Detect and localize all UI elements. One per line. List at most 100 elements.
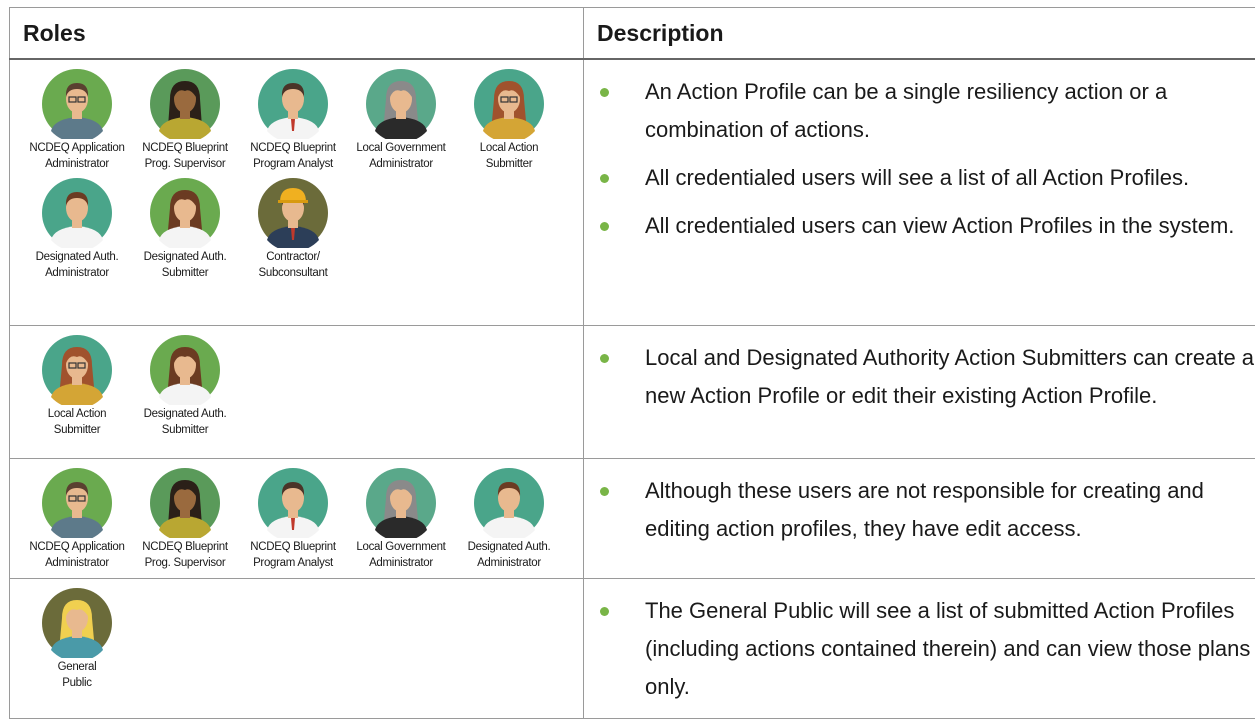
role-label: Contractor/Subconsultant: [259, 249, 328, 281]
description-cell: The General Public will see a list of su…: [584, 578, 1255, 718]
role-label-line: Submitter: [48, 422, 106, 438]
role-label-line: Administrator: [356, 156, 445, 172]
role-label-line: NCDEQ Blueprint: [142, 140, 228, 156]
role-label-line: Program Analyst: [250, 156, 336, 172]
avatar: [474, 69, 544, 139]
avatar: [258, 178, 328, 248]
role-label-line: Local Government: [356, 140, 445, 156]
avatar: [258, 468, 328, 538]
role-label-line: Local Action: [480, 140, 538, 156]
description-cell: Although these users are not responsible…: [584, 458, 1255, 578]
avatar: [150, 335, 220, 405]
role-label-line: Designated Auth.: [144, 249, 227, 265]
bullet-list: Local and Designated Authority Action Su…: [584, 326, 1255, 415]
header-cell: Description: [584, 8, 1255, 60]
role-label-line: NCDEQ Blueprint: [250, 539, 336, 555]
bullet: The General Public will see a list of su…: [584, 592, 1255, 706]
role-label: Designated Auth.Submitter: [144, 406, 227, 438]
avatar: [150, 178, 220, 248]
role-label: Designated Auth.Submitter: [144, 249, 227, 281]
role-label-line: Subconsultant: [259, 265, 328, 281]
avatar: [474, 468, 544, 538]
role-label-line: Program Analyst: [250, 555, 336, 571]
role: Designated Auth.Submitter: [131, 178, 239, 281]
role-label-line: General: [58, 659, 97, 675]
avatar: [150, 69, 220, 139]
description-cell: Local and Designated Authority Action Su…: [584, 325, 1255, 458]
role-label-line: Public: [58, 675, 97, 691]
role-label-line: Contractor/: [259, 249, 328, 265]
role-label-line: NCDEQ Application: [29, 539, 124, 555]
role-label-line: Administrator: [29, 555, 124, 571]
role-label-line: Local Government: [356, 539, 445, 555]
role-label-line: Prog. Supervisor: [142, 156, 228, 172]
role-label-line: NCDEQ Blueprint: [250, 140, 336, 156]
bullet: All credentialed users can view Action P…: [584, 207, 1255, 245]
avatar: [258, 69, 328, 139]
role-label-line: Prog. Supervisor: [142, 555, 228, 571]
avatar: [366, 468, 436, 538]
bullet-list: The General Public will see a list of su…: [584, 579, 1255, 706]
avatar: [366, 69, 436, 139]
role-label-line: Submitter: [144, 265, 227, 281]
bullet: All credentialed users will see a list o…: [584, 159, 1255, 197]
role-label-line: Administrator: [36, 265, 119, 281]
bullet-list: An Action Profile can be a single resili…: [584, 60, 1255, 245]
role: Designated Auth.Administrator: [455, 468, 563, 571]
role-label-line: Administrator: [356, 555, 445, 571]
role-label: Designated Auth.Administrator: [36, 249, 119, 281]
header-cell: Roles: [10, 8, 584, 60]
bullet: Local and Designated Authority Action Su…: [584, 339, 1255, 415]
avatar: [42, 335, 112, 405]
role-label: Designated Auth.Administrator: [468, 539, 551, 571]
avatar: [150, 468, 220, 538]
role-label-line: NCDEQ Blueprint: [142, 539, 228, 555]
bullet-list: Although these users are not responsible…: [584, 459, 1255, 548]
role-label-line: Submitter: [144, 422, 227, 438]
description-cell: An Action Profile can be a single resili…: [584, 59, 1255, 325]
role-label-line: Administrator: [468, 555, 551, 571]
avatar: [42, 468, 112, 538]
bullet: Although these users are not responsible…: [584, 472, 1255, 548]
header-row: Roles Description: [10, 8, 1255, 60]
role: Designated Auth.Submitter: [131, 335, 239, 438]
role-label-line: Submitter: [480, 156, 538, 172]
role: Contractor/Subconsultant: [239, 178, 347, 281]
role-label-line: Designated Auth.: [36, 249, 119, 265]
